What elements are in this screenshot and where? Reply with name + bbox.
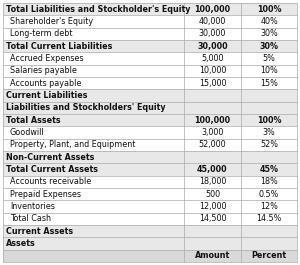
Text: Salaries payable: Salaries payable	[10, 66, 77, 75]
Text: Inventories: Inventories	[10, 202, 55, 211]
Text: Amount: Amount	[195, 251, 230, 260]
Text: 52%: 52%	[260, 140, 278, 149]
Bar	[3, 40, 297, 52]
Text: Liabilities and Stockholders' Equity: Liabilities and Stockholders' Equity	[6, 103, 166, 112]
Text: 45%: 45%	[260, 165, 279, 174]
Bar	[3, 65, 297, 77]
Text: 10%: 10%	[260, 66, 278, 75]
Bar	[3, 188, 297, 200]
Bar	[3, 163, 297, 176]
Text: 100%: 100%	[257, 5, 281, 14]
Text: Accrued Expenses: Accrued Expenses	[10, 54, 83, 63]
Bar	[3, 3, 297, 15]
Text: Assets: Assets	[6, 239, 36, 248]
Text: Current Liabilities: Current Liabilities	[6, 91, 88, 100]
Text: 15,000: 15,000	[199, 79, 226, 88]
Text: 100,000: 100,000	[194, 116, 230, 125]
Bar	[3, 213, 297, 225]
Text: Non-Current Assets: Non-Current Assets	[6, 153, 94, 162]
Text: 0.5%: 0.5%	[259, 190, 279, 199]
Text: Percent: Percent	[251, 251, 286, 260]
Text: 30,000: 30,000	[199, 29, 226, 38]
Text: Prepaid Expenses: Prepaid Expenses	[10, 190, 81, 199]
Text: Total Cash: Total Cash	[10, 214, 51, 223]
Text: 40%: 40%	[260, 17, 278, 26]
Text: 12,000: 12,000	[199, 202, 226, 211]
Text: 18%: 18%	[260, 177, 278, 186]
Text: 100%: 100%	[257, 116, 281, 125]
Text: 40,000: 40,000	[199, 17, 226, 26]
Text: 3%: 3%	[263, 128, 275, 137]
Bar	[3, 237, 297, 250]
Bar	[3, 77, 297, 89]
Bar	[3, 15, 297, 28]
Text: 14.5%: 14.5%	[256, 214, 282, 223]
Bar	[3, 52, 297, 65]
Text: Property, Plant, and Equipment: Property, Plant, and Equipment	[10, 140, 135, 149]
Text: 3,000: 3,000	[201, 128, 224, 137]
Text: 100,000: 100,000	[194, 5, 230, 14]
Text: Long-term debt: Long-term debt	[10, 29, 73, 38]
Bar	[3, 126, 297, 139]
Text: 15%: 15%	[260, 79, 278, 88]
Text: Shareholder's Equity: Shareholder's Equity	[10, 17, 93, 26]
Text: 5,000: 5,000	[201, 54, 224, 63]
Bar	[3, 139, 297, 151]
Text: 14,500: 14,500	[199, 214, 226, 223]
Text: 30,000: 30,000	[197, 42, 228, 51]
Bar	[3, 250, 297, 262]
Bar	[3, 151, 297, 163]
Bar	[3, 200, 297, 213]
Text: 52,000: 52,000	[199, 140, 226, 149]
Bar	[3, 89, 297, 102]
Bar	[3, 176, 297, 188]
Text: Current Assets: Current Assets	[6, 227, 73, 236]
Text: Goodwill: Goodwill	[10, 128, 45, 137]
Bar	[3, 225, 297, 237]
Text: 12%: 12%	[260, 202, 278, 211]
Text: 500: 500	[205, 190, 220, 199]
Text: Total Assets: Total Assets	[6, 116, 61, 125]
Text: Total Current Assets: Total Current Assets	[6, 165, 98, 174]
Bar	[3, 28, 297, 40]
Bar	[3, 114, 297, 126]
Text: 45,000: 45,000	[197, 165, 228, 174]
Bar	[3, 102, 297, 114]
Text: Total Liabilities and Stockholder's Equity: Total Liabilities and Stockholder's Equi…	[6, 5, 190, 14]
Text: 5%: 5%	[262, 54, 275, 63]
Text: 10,000: 10,000	[199, 66, 226, 75]
Text: Total Current Liabilities: Total Current Liabilities	[6, 42, 112, 51]
Text: Accounts payable: Accounts payable	[10, 79, 81, 88]
Text: 30%: 30%	[260, 29, 278, 38]
Text: Accounts receivable: Accounts receivable	[10, 177, 91, 186]
Text: 18,000: 18,000	[199, 177, 226, 186]
Text: 30%: 30%	[260, 42, 279, 51]
